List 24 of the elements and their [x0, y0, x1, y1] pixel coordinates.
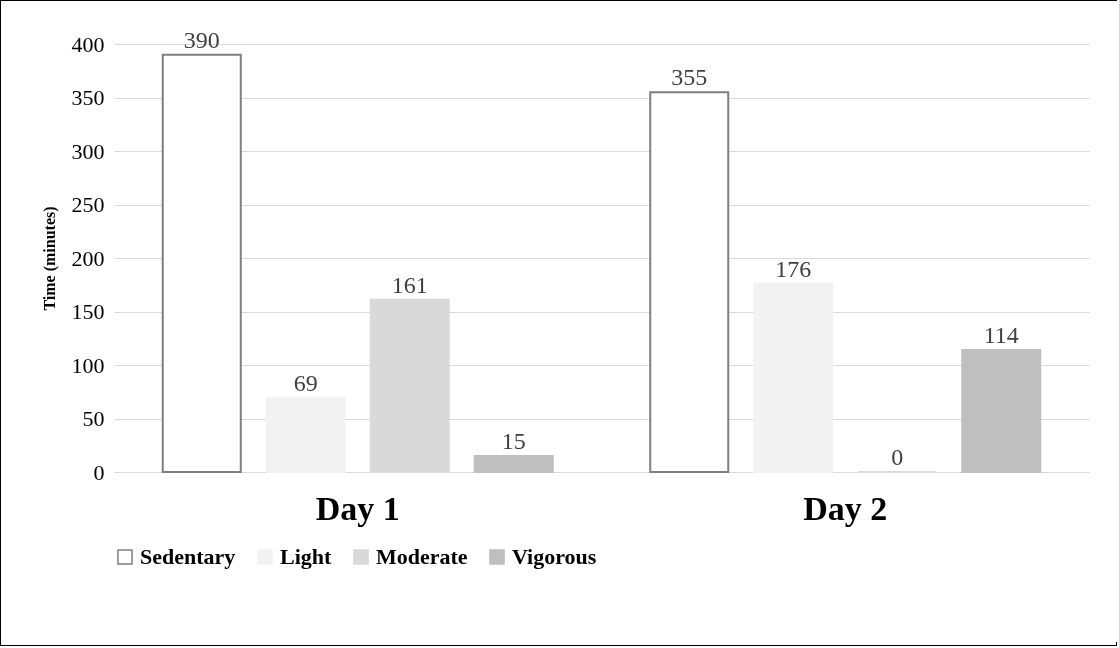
legend-label: Moderate [376, 544, 468, 569]
legend-label: Sedentary [140, 544, 236, 569]
y-tick-label: 250 [71, 192, 105, 217]
data-label: 15 [501, 427, 526, 454]
legend-label: Light [280, 544, 333, 569]
y-tick-label: 150 [71, 299, 105, 324]
x-tick-label: Day 2 [803, 489, 888, 527]
legend-label: Vigorous [512, 544, 597, 569]
data-label: 0 [891, 444, 904, 470]
data-label: 69 [293, 370, 318, 397]
y-tick-label: 400 [71, 31, 105, 57]
data-label: 161 [391, 271, 428, 298]
y-tick-label: 300 [71, 138, 105, 164]
y-tick-label: 200 [71, 245, 105, 271]
y-tick-label: 350 [71, 85, 105, 110]
y-tick-label: 0 [93, 459, 105, 485]
y-tick-label: 100 [71, 352, 105, 378]
data-label: 390 [183, 26, 220, 53]
x-tick-label: Day 1 [315, 489, 400, 527]
y-axis-title: Time (minutes) [40, 206, 59, 311]
y-tick-label: 50 [82, 406, 105, 431]
data-label: 176 [775, 255, 812, 282]
data-label: 355 [671, 64, 708, 91]
data-label: 114 [983, 322, 1019, 349]
